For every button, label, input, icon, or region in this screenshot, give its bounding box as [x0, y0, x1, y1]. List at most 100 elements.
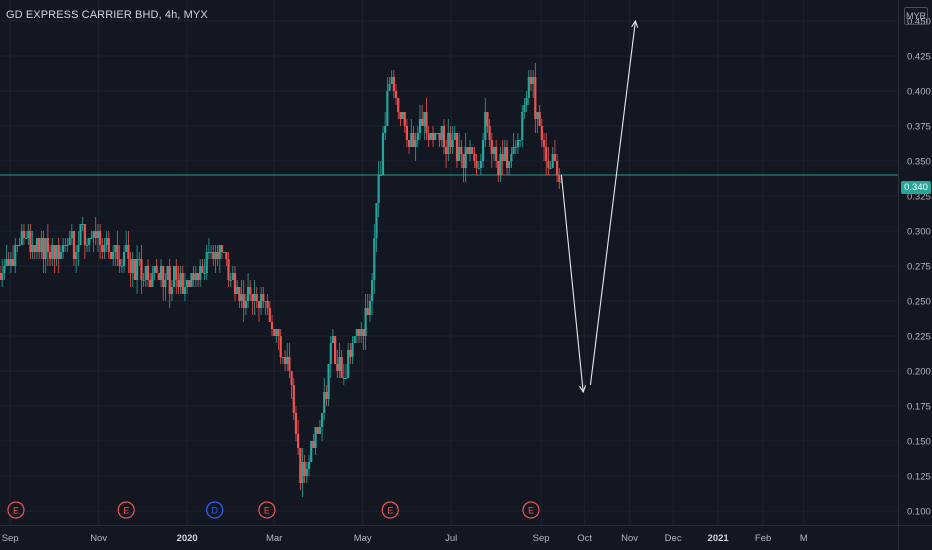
candle-body	[444, 147, 448, 154]
candle	[216, 245, 219, 266]
candle	[255, 287, 258, 308]
candle-body	[255, 294, 258, 301]
candle	[131, 252, 134, 287]
candle-body	[416, 133, 419, 140]
candle	[357, 329, 361, 343]
candle	[146, 259, 150, 287]
candle	[547, 147, 550, 175]
candle-body	[549, 168, 552, 169]
candle	[105, 231, 108, 252]
candle	[492, 147, 496, 161]
candle-body	[27, 231, 30, 238]
candle	[416, 126, 419, 147]
earnings-marker[interactable]: E	[522, 501, 540, 519]
candle	[225, 252, 228, 266]
candle-body	[375, 203, 378, 238]
dividend-marker[interactable]: D	[206, 501, 224, 519]
candle-body	[64, 245, 67, 246]
candle	[366, 294, 369, 315]
candle-body	[447, 133, 450, 154]
candle	[85, 238, 89, 252]
candle	[177, 266, 180, 294]
candle-body	[3, 266, 6, 273]
candle-body	[92, 231, 95, 238]
candle	[172, 266, 176, 287]
candle-body	[196, 273, 200, 280]
candle-body	[540, 126, 543, 140]
candle-body	[327, 364, 330, 399]
candle	[397, 98, 400, 119]
candle-body	[325, 392, 328, 399]
candle	[495, 140, 498, 168]
candle-body	[177, 280, 180, 287]
candle	[179, 266, 182, 294]
candle-body	[260, 294, 263, 308]
candle	[542, 133, 546, 161]
candle	[292, 378, 295, 420]
x-tick-label: Feb	[755, 533, 771, 544]
earnings-marker[interactable]: E	[258, 501, 276, 519]
candle	[229, 273, 232, 287]
candle	[481, 133, 485, 168]
candle	[214, 245, 217, 273]
candle-body	[264, 301, 267, 302]
currency-badge[interactable]: MYR	[904, 7, 928, 25]
candle-body	[366, 308, 369, 315]
earnings-marker[interactable]: E	[7, 501, 25, 519]
candle	[279, 329, 282, 364]
candle	[18, 238, 21, 246]
candle	[281, 357, 284, 364]
candle	[440, 126, 443, 147]
candle	[181, 266, 184, 294]
candle-body	[297, 434, 300, 448]
candle-body	[377, 175, 380, 203]
candle-body	[85, 245, 89, 246]
candle	[453, 126, 456, 140]
candle-body	[249, 287, 252, 294]
candle-body	[536, 112, 539, 119]
candle	[460, 140, 463, 168]
candle-body	[527, 77, 530, 98]
candle	[310, 441, 313, 462]
candle	[183, 273, 187, 301]
candle	[468, 140, 472, 161]
candle	[371, 273, 374, 315]
candle	[218, 245, 221, 273]
candle	[323, 378, 326, 420]
candle	[408, 140, 411, 154]
earnings-marker[interactable]: E	[117, 501, 135, 519]
candle	[377, 161, 380, 217]
candle-body	[244, 301, 247, 308]
candle	[273, 329, 276, 336]
candle-body	[225, 252, 228, 259]
candle-body	[427, 133, 430, 140]
candle	[22, 224, 26, 245]
candle	[360, 322, 363, 343]
candle-body	[405, 126, 409, 140]
candle	[64, 238, 67, 252]
candle-body	[105, 238, 108, 245]
earnings-marker[interactable]: E	[381, 501, 399, 519]
candle-body	[362, 329, 365, 336]
candle-body	[512, 147, 515, 154]
candle	[227, 252, 230, 287]
candle	[436, 133, 439, 134]
forecast-arrow-drawing[interactable]	[560, 19, 639, 394]
candle	[190, 273, 193, 287]
candle	[268, 301, 271, 322]
candle	[7, 252, 10, 266]
candle	[125, 231, 128, 252]
candle-body	[307, 462, 311, 469]
candle-body	[79, 224, 82, 245]
candle	[262, 287, 265, 308]
candle-body	[157, 273, 160, 280]
candle	[381, 126, 385, 175]
candle-body	[146, 266, 150, 280]
symbol-title[interactable]: GD EXPRESS CARRIER BHD, 4h, MYX	[6, 9, 208, 21]
candle	[55, 245, 58, 266]
candle	[101, 238, 104, 259]
candle	[27, 224, 30, 245]
